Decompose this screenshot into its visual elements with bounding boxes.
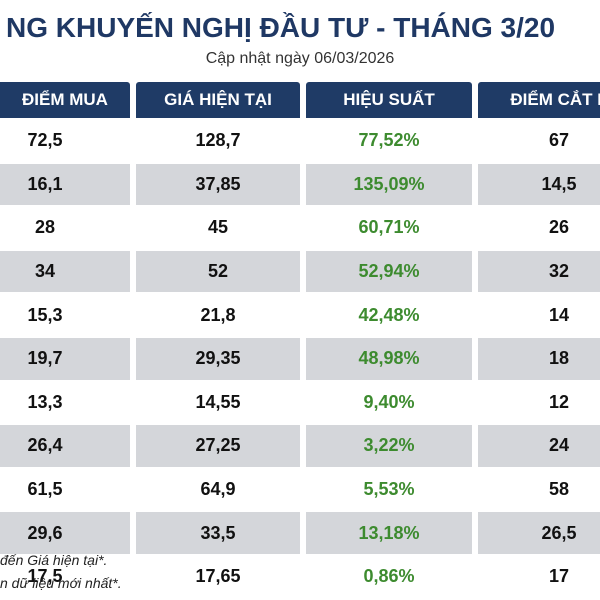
table-cell: 17,65 <box>136 556 300 598</box>
table-cell: 67 <box>478 120 600 162</box>
table-cell: 3,22% <box>306 425 472 467</box>
table-cell: 18 <box>478 338 600 380</box>
table-cell: 27,25 <box>136 425 300 467</box>
table-cell: 9,40% <box>306 381 472 424</box>
table-cell: 135,09% <box>306 163 472 206</box>
table-cell: 14,55 <box>136 381 300 424</box>
table-cell: 19,7 <box>0 338 130 380</box>
table-cell: 13,18% <box>306 512 472 554</box>
table-cell: 64,9 <box>136 468 300 511</box>
table-cell: 26,5 <box>478 512 600 554</box>
table-cell: 32 <box>478 250 600 293</box>
table-cell: 29,35 <box>136 338 300 380</box>
table-cell: 45 <box>136 207 300 249</box>
table-cell: 34 <box>0 250 130 293</box>
table-cell: 26 <box>478 207 600 249</box>
table-cell: 17,5 <box>0 556 130 598</box>
table-cell: 58 <box>478 468 600 511</box>
table-cell: 12 <box>478 381 600 424</box>
table-cell: 21,8 <box>136 294 300 336</box>
table-cell: 16,1 <box>0 163 130 206</box>
table-cell: 14 <box>478 294 600 336</box>
table-cell: 37,85 <box>136 163 300 206</box>
table-cell: 77,52% <box>306 120 472 162</box>
table-cell: 128,7 <box>136 120 300 162</box>
table-cell: 5,53% <box>306 468 472 511</box>
table-cell: 15,3 <box>0 294 130 336</box>
table-cell: 0,86% <box>306 556 472 598</box>
footnote: đến Giá hiện tại*. <box>0 552 108 568</box>
header-cell: HIỆU SUẤT <box>306 82 472 118</box>
table-cell: 60,71% <box>306 207 472 249</box>
table-cell: 29,6 <box>0 512 130 554</box>
subtitle: Cập nhật ngày 06/03/2026 <box>205 50 395 67</box>
table-cell: 52 <box>136 250 300 293</box>
table-cell: 61,5 <box>0 468 130 511</box>
header-cell: GIÁ HIỆN TẠI <box>136 82 300 118</box>
table-cell: 24 <box>478 425 600 467</box>
table-cell: 72,5 <box>0 120 130 162</box>
table-cell: 14,5 <box>478 163 600 206</box>
table-cell: 17 <box>478 556 600 598</box>
footnote: n dữ liệu mới nhất*. <box>0 575 122 591</box>
table-cell: 33,5 <box>136 512 300 554</box>
table-cell: 26,4 <box>0 425 130 467</box>
table-cell: 28 <box>0 207 130 249</box>
header-cell: ĐIỂM MUA <box>0 82 130 118</box>
header-cell: ĐIỂM CẮT L <box>478 82 600 118</box>
table-cell: 42,48% <box>306 294 472 336</box>
table-cell: 13,3 <box>0 381 130 424</box>
title: NG KHUYẾN NGHỊ ĐẦU TƯ - THÁNG 3/20 <box>6 12 556 43</box>
table-cell: 48,98% <box>306 338 472 380</box>
table-cell: 52,94% <box>306 250 472 293</box>
